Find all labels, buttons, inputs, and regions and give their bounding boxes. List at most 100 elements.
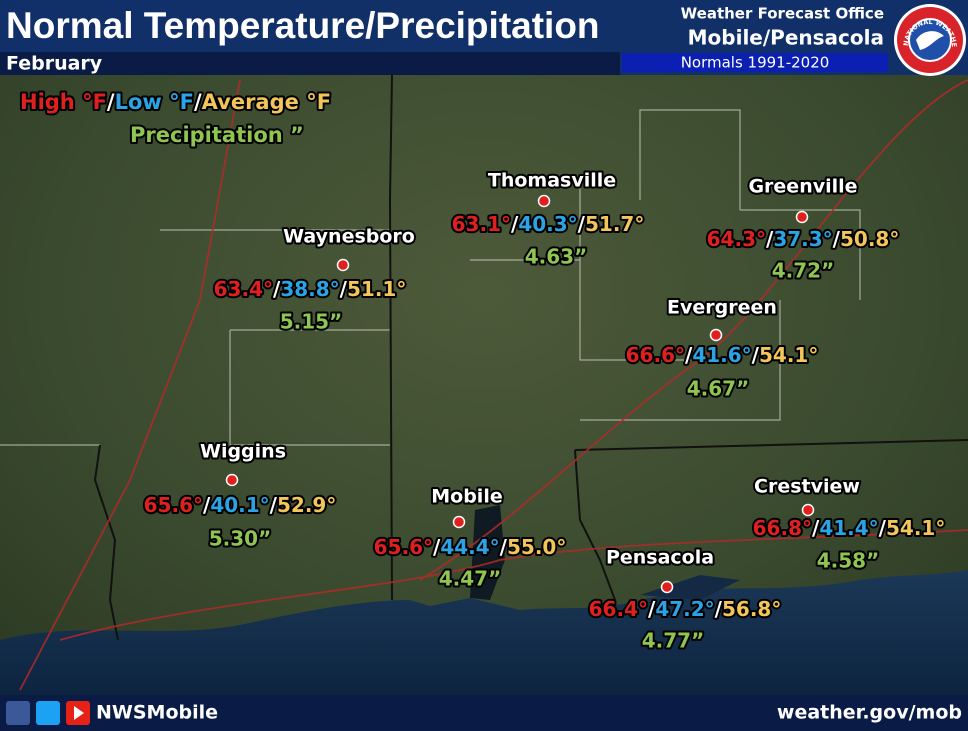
station-name: Thomasville	[488, 170, 616, 192]
facebook-icon[interactable]	[6, 701, 30, 725]
station-name: Wiggins	[200, 441, 286, 463]
precipitation: 4.58”	[817, 549, 880, 573]
precipitation: 4.47”	[439, 567, 502, 591]
precipitation: 4.67”	[687, 377, 750, 401]
station-temps: 65.6°/40.1°/52.9°	[144, 493, 337, 517]
high-temp: 64.3°	[707, 227, 766, 251]
precipitation: 5.30”	[209, 527, 272, 551]
normals: Normals 1991-2020	[681, 54, 830, 72]
twitter-icon[interactable]	[36, 701, 60, 725]
station-temps: 63.4°/38.8°/51.1°	[214, 277, 407, 301]
station-name: Mobile	[431, 486, 502, 508]
legend-temps: High °F/Low °F/Average °F	[20, 90, 331, 114]
station-name: Crestview	[754, 476, 860, 498]
month: February	[6, 53, 103, 75]
average-temp: 54.1°	[759, 343, 818, 367]
social-handle[interactable]: NWSMobile	[96, 702, 218, 724]
legend-average: Average °F	[202, 90, 331, 114]
station-dot	[660, 580, 674, 594]
high-temp: 63.1°	[452, 212, 511, 236]
legend-separator: /	[194, 90, 202, 114]
header-subbar	[0, 52, 620, 75]
separator: /	[203, 493, 211, 517]
station-dot	[336, 258, 350, 272]
high-temp: 66.4°	[589, 597, 648, 621]
state-lines	[93, 74, 968, 641]
separator: /	[766, 227, 774, 251]
low-temp: 47.2°	[655, 597, 714, 621]
station-dot	[225, 473, 239, 487]
average-temp: 55.0°	[507, 535, 566, 559]
separator: /	[511, 212, 519, 236]
separator: /	[433, 535, 441, 559]
separator: /	[340, 277, 348, 301]
precipitation: 5.15”	[280, 310, 343, 334]
mobile-bay	[470, 505, 505, 600]
website[interactable]: weather.gov/mob	[777, 702, 962, 724]
station-dot	[452, 515, 466, 529]
station-temps: 64.3°/37.3°/50.8°	[707, 227, 900, 251]
precipitation: 4.63”	[525, 245, 588, 269]
station-temps: 66.4°/47.2°/56.8°	[589, 597, 782, 621]
gulf-water	[0, 570, 968, 695]
station-dot	[709, 328, 723, 342]
average-temp: 56.8°	[722, 597, 781, 621]
low-temp: 40.1°	[210, 493, 269, 517]
low-temp: 41.6°	[692, 343, 751, 367]
station-dot	[795, 210, 809, 224]
footer-bar	[0, 695, 968, 731]
station-name: Greenville	[748, 176, 857, 198]
separator: /	[500, 535, 508, 559]
highways	[19, 79, 968, 691]
station-temps: 65.6°/44.4°/55.0°	[374, 535, 567, 559]
low-temp: 37.3°	[773, 227, 832, 251]
normals-box	[622, 53, 888, 72]
separator: /	[833, 227, 841, 251]
pensacola-bay	[640, 575, 740, 600]
low-temp: 38.8°	[280, 277, 339, 301]
average-temp: 54.1°	[886, 516, 945, 540]
office-line2: Mobile/Pensacola	[688, 26, 884, 50]
precipitation: 4.77”	[642, 629, 705, 653]
high-temp: 65.6°	[374, 535, 433, 559]
separator: /	[715, 597, 723, 621]
separator: /	[578, 212, 586, 236]
low-temp: 40.3°	[518, 212, 577, 236]
youtube-play	[74, 706, 84, 720]
legend-precip: Precipitation ”	[130, 123, 304, 147]
legend-high: High °F	[20, 90, 107, 114]
average-temp: 51.7°	[585, 212, 644, 236]
high-temp: 63.4°	[214, 277, 273, 301]
separator: /	[752, 343, 760, 367]
legend-low: Low °F	[115, 90, 194, 114]
station-temps: 63.1°/40.3°/51.7°	[452, 212, 645, 236]
title: Normal Temperature/Precipitation	[6, 5, 600, 46]
county-lines	[0, 109, 861, 446]
precipitation: 4.72”	[772, 259, 835, 283]
average-temp: 52.9°	[277, 493, 336, 517]
low-temp: 41.4°	[819, 516, 878, 540]
office-line1: Weather Forecast Office	[681, 5, 884, 23]
high-temp: 66.6°	[626, 343, 685, 367]
station-name: Waynesboro	[283, 226, 415, 248]
station-name: Pensacola	[606, 547, 714, 569]
legend-separator: /	[107, 90, 115, 114]
high-temp: 65.6°	[144, 493, 203, 517]
logo-cloud	[916, 31, 944, 50]
separator: /	[273, 277, 281, 301]
high-temp: 66.8°	[753, 516, 812, 540]
separator: /	[879, 516, 887, 540]
separator: /	[648, 597, 656, 621]
separator: /	[270, 493, 278, 517]
station-dot	[801, 503, 815, 517]
average-temp: 50.8°	[840, 227, 899, 251]
station-temps: 66.6°/41.6°/54.1°	[626, 343, 819, 367]
average-temp: 51.1°	[347, 277, 406, 301]
station-name: Evergreen	[667, 297, 777, 319]
stations: Thomasville63.1°/40.3°/51.7°4.63”Greenvi…	[142, 168, 948, 655]
separator: /	[812, 516, 820, 540]
station-dot	[537, 194, 551, 208]
separator: /	[685, 343, 693, 367]
low-temp: 44.4°	[440, 535, 499, 559]
